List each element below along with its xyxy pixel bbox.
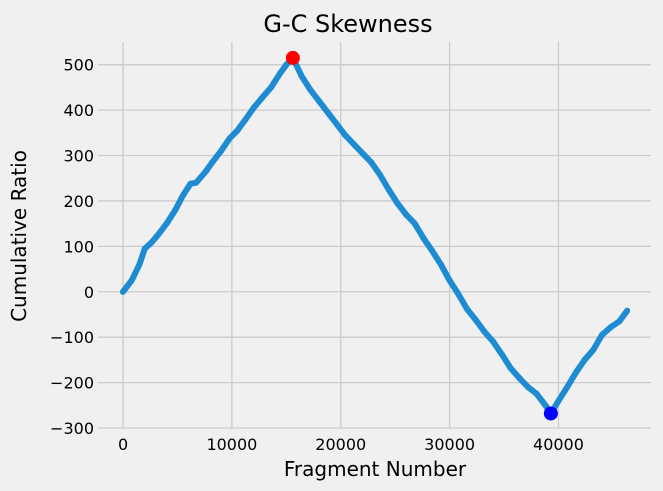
y-tick-label: −100 xyxy=(50,328,94,347)
data-point xyxy=(316,98,322,104)
y-tick-label: 400 xyxy=(63,101,94,120)
y-tick-labels: −300 −200 −100 0 100 200 300 400 500 xyxy=(50,56,94,438)
y-gridlines xyxy=(98,64,651,429)
min-skew-marker xyxy=(543,406,558,421)
data-point xyxy=(624,307,631,314)
data-point xyxy=(307,86,314,93)
data-point xyxy=(555,397,562,404)
data-point xyxy=(446,277,453,284)
data-point xyxy=(193,179,199,186)
data-point xyxy=(472,316,479,323)
data-point xyxy=(179,192,186,199)
data-point xyxy=(507,365,514,372)
data-point xyxy=(490,338,497,345)
data-point xyxy=(163,220,170,227)
data-point xyxy=(516,375,523,381)
y-tick-label: 300 xyxy=(63,147,94,166)
data-point xyxy=(136,261,143,268)
y-tick-label: 100 xyxy=(63,237,94,256)
data-point xyxy=(385,186,392,193)
data-point xyxy=(411,220,418,227)
data-point xyxy=(542,402,549,409)
data-point xyxy=(403,211,410,218)
data-point xyxy=(420,235,427,242)
data-point xyxy=(128,277,135,284)
data-point xyxy=(599,331,605,338)
y-axis-title: Cumulative Ratio xyxy=(7,150,31,322)
data-point xyxy=(498,351,505,358)
x-tick-label: 20000 xyxy=(315,435,366,454)
data-point xyxy=(368,159,375,166)
data-point xyxy=(283,61,290,68)
x-tick-label: 40000 xyxy=(533,435,584,454)
data-point xyxy=(202,168,209,175)
data-point xyxy=(333,120,340,127)
data-point xyxy=(120,288,126,295)
data-point xyxy=(141,245,148,252)
data-point xyxy=(172,207,179,213)
data-point xyxy=(324,109,331,116)
x-tick-label: 0 xyxy=(118,435,128,454)
extreme-markers xyxy=(285,50,558,421)
data-point xyxy=(359,150,366,157)
data-point xyxy=(209,159,216,166)
x-tick-label: 30000 xyxy=(424,435,475,454)
data-point xyxy=(464,306,470,312)
x-gridlines xyxy=(122,42,560,428)
x-axis-title: Fragment Number xyxy=(284,457,467,481)
data-series xyxy=(120,54,631,417)
data-point xyxy=(242,117,248,124)
chart-title: G-C Skewness xyxy=(263,10,432,38)
data-point xyxy=(572,369,579,376)
data-point xyxy=(148,239,155,246)
data-point xyxy=(616,318,623,325)
data-point xyxy=(234,127,241,134)
data-point xyxy=(154,232,161,238)
y-tick-label: 500 xyxy=(63,56,94,75)
data-point xyxy=(250,104,257,111)
max-skew-marker xyxy=(285,50,300,65)
data-point xyxy=(429,247,436,254)
data-point xyxy=(481,328,488,335)
data-point xyxy=(298,73,305,80)
data-point xyxy=(218,148,224,154)
data-point xyxy=(342,132,349,139)
data-point xyxy=(607,324,614,331)
data-point xyxy=(268,84,275,91)
data-point xyxy=(533,390,540,397)
x-tick-labels: 0 10000 20000 30000 40000 xyxy=(118,435,584,454)
data-point xyxy=(259,94,266,101)
plot-area xyxy=(98,42,651,428)
y-tick-label: −300 xyxy=(50,419,94,438)
data-point xyxy=(564,384,571,391)
y-tick-label: −200 xyxy=(50,374,94,393)
data-point xyxy=(226,135,233,142)
data-point xyxy=(376,171,383,178)
data-point xyxy=(276,70,283,77)
data-point xyxy=(581,356,588,363)
data-point xyxy=(590,346,597,353)
data-point xyxy=(394,200,401,207)
data-point xyxy=(437,261,444,268)
data-point xyxy=(350,141,357,148)
data-point xyxy=(187,180,194,187)
data-point xyxy=(455,291,462,297)
x-tick-label: 10000 xyxy=(206,435,257,454)
y-tick-label: 200 xyxy=(63,192,94,211)
y-tick-label: 0 xyxy=(84,283,94,302)
data-point xyxy=(525,384,531,391)
